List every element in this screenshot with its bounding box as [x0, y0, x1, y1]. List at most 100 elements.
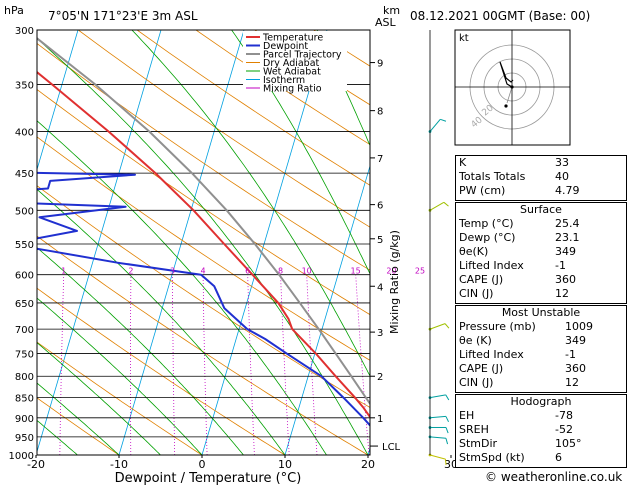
mixing-ratio-label: 15 — [351, 267, 361, 276]
pressure-tick-label: 950 — [15, 433, 34, 444]
surface-label: Temp (°C) — [459, 217, 514, 230]
mu-label: Lifted Index — [459, 348, 524, 361]
surface-value: -1 — [555, 259, 566, 272]
hodograph-storm-motion — [506, 86, 513, 104]
wind-barb-flag — [445, 438, 449, 445]
km-tick-label: 6 — [377, 201, 383, 212]
wind-barb-staff — [429, 118, 441, 132]
most-unstable-table: Pressure (mb) 1009 θe (K) 349 Lifted Index… — [456, 320, 628, 390]
dry-adiabat-line — [37, 185, 370, 408]
surface-label: Dewp (°C) — [459, 231, 516, 244]
hodograph-table: EH -78 SREH -52 StmDir 105° StmSpd (kt) 6 — [456, 409, 628, 465]
mixing-ratio-label: 4 — [201, 267, 206, 276]
km-tick-label: 1 — [377, 414, 383, 425]
hodo-row: EH -78 — [456, 409, 628, 423]
hodo-label: StmDir — [459, 437, 498, 450]
legend-entry: Temperature — [262, 33, 323, 44]
mixing-ratio-label: 25 — [415, 267, 425, 276]
pressure-tick-label: 850 — [15, 394, 34, 405]
x-tick-label: 0 — [199, 458, 206, 471]
index-label: Totals Totals — [459, 170, 526, 183]
wind-barbs — [428, 30, 450, 466]
km-tick-label: 4 — [377, 282, 383, 293]
mu-label: Pressure (mb) — [459, 320, 536, 333]
wind-barb-staff — [429, 436, 446, 439]
legend-entry: Isotherm — [263, 75, 305, 86]
isotherm-line — [37, 30, 79, 171]
pressure-tick-label: 650 — [15, 299, 34, 310]
background-lines — [37, 30, 370, 455]
dry-adiabat-line — [37, 341, 203, 455]
wind-barb-flag — [444, 459, 447, 466]
dewpoint-line — [37, 171, 370, 427]
indices-box: K 33 Totals Totals 40 PW (cm) 4.79 — [455, 155, 627, 201]
mixing-ratio-line — [247, 274, 255, 455]
parcel-trajectory-line — [37, 37, 370, 406]
index-row: K 33 — [456, 156, 628, 170]
mixing-ratio-line — [355, 274, 370, 455]
hodo-label: EH — [459, 409, 475, 422]
mixing-ratio-line — [202, 274, 208, 455]
surface-row: Dewp (°C) 23.1 — [456, 231, 628, 245]
mu-value: -1 — [565, 348, 576, 361]
surface-value: 23.1 — [555, 231, 580, 244]
surface-title: Surface — [520, 203, 562, 216]
index-row: Totals Totals 40 — [456, 170, 628, 184]
km-tick-label: 7 — [377, 154, 383, 165]
pressure-tick-label: 600 — [15, 271, 34, 282]
asl-label: ASL — [375, 16, 397, 29]
x-tick-label: -10 — [110, 458, 128, 471]
wind-barb-flag — [445, 416, 449, 423]
hodo-row: SREH -52 — [456, 423, 628, 437]
hodograph-trace — [499, 61, 514, 88]
x-tick-label: 30 — [444, 458, 458, 471]
mixing-ratio-label: 3 — [170, 267, 175, 276]
mu-row: Pressure (mb) 1009 — [456, 320, 628, 334]
wet-adiabat-line — [37, 382, 120, 455]
hpa-label: hPa — [4, 4, 24, 17]
mixing-ratio-axis-label: Mixing Ratio (g/kg) — [388, 230, 401, 334]
isotherm-line — [118, 30, 245, 455]
pressure-tick-label: 400 — [15, 128, 34, 139]
wet-adiabat-line — [37, 420, 78, 455]
surface-row: θe(K) 349 — [456, 245, 628, 259]
hodograph-title: Hodograph — [510, 395, 572, 408]
pressure-tick-label: 900 — [15, 414, 34, 425]
isotherm-line — [284, 164, 370, 455]
mixing-ratio-labels: 1 2 3 4 6 8 10 15 20 25 — [61, 267, 425, 276]
hodo-value: 105° — [555, 437, 582, 450]
hodo-value: 6 — [555, 451, 562, 464]
dry-adiabat-line — [37, 397, 120, 455]
pressure-tick-label: 1000 — [9, 451, 34, 462]
legend-entry: Dry Adiabat — [263, 58, 320, 69]
wind-barb-staff — [429, 415, 446, 419]
wind-barb-staff — [429, 454, 446, 460]
dry-adiabat-line — [37, 88, 370, 316]
surface-value: 12 — [555, 287, 569, 300]
hodo-label: SREH — [459, 423, 489, 436]
mu-row: Lifted Index -1 — [456, 348, 628, 362]
mixing-ratio-label: 6 — [245, 267, 250, 276]
pressure-tick-label: 300 — [15, 26, 34, 37]
hodo-value: -78 — [555, 409, 573, 422]
mu-value: 349 — [565, 334, 586, 347]
pressure-tick-label: 700 — [15, 325, 34, 336]
dry-adiabat-line — [136, 30, 370, 186]
surface-row: CIN (J) 12 — [456, 287, 628, 301]
pressure-axis: 300 350 400 450 500 550 600 650 700 750 800 850 900 9… — [9, 26, 34, 462]
wind-barb-staff — [429, 201, 445, 211]
dry-adiabat-line — [37, 42, 370, 271]
km-tick-label: 2 — [377, 372, 383, 383]
mixing-ratio-label: 8 — [278, 267, 283, 276]
surface-row: Lifted Index -1 — [456, 259, 628, 273]
surface-label: CAPE (J) — [459, 273, 504, 286]
x-tick-label: 10 — [278, 458, 292, 471]
hodo-row: StmSpd (kt) 6 — [456, 451, 628, 465]
mu-row: θe (K) 349 — [456, 334, 628, 348]
pressure-tick-label: 750 — [15, 349, 34, 360]
mixing-ratio-label: 2 — [128, 267, 133, 276]
wind-barb-flag — [445, 427, 449, 434]
pressure-tick-label: 450 — [15, 169, 34, 180]
x-axis-label: Dewpoint / Temperature (°C) — [115, 471, 302, 486]
